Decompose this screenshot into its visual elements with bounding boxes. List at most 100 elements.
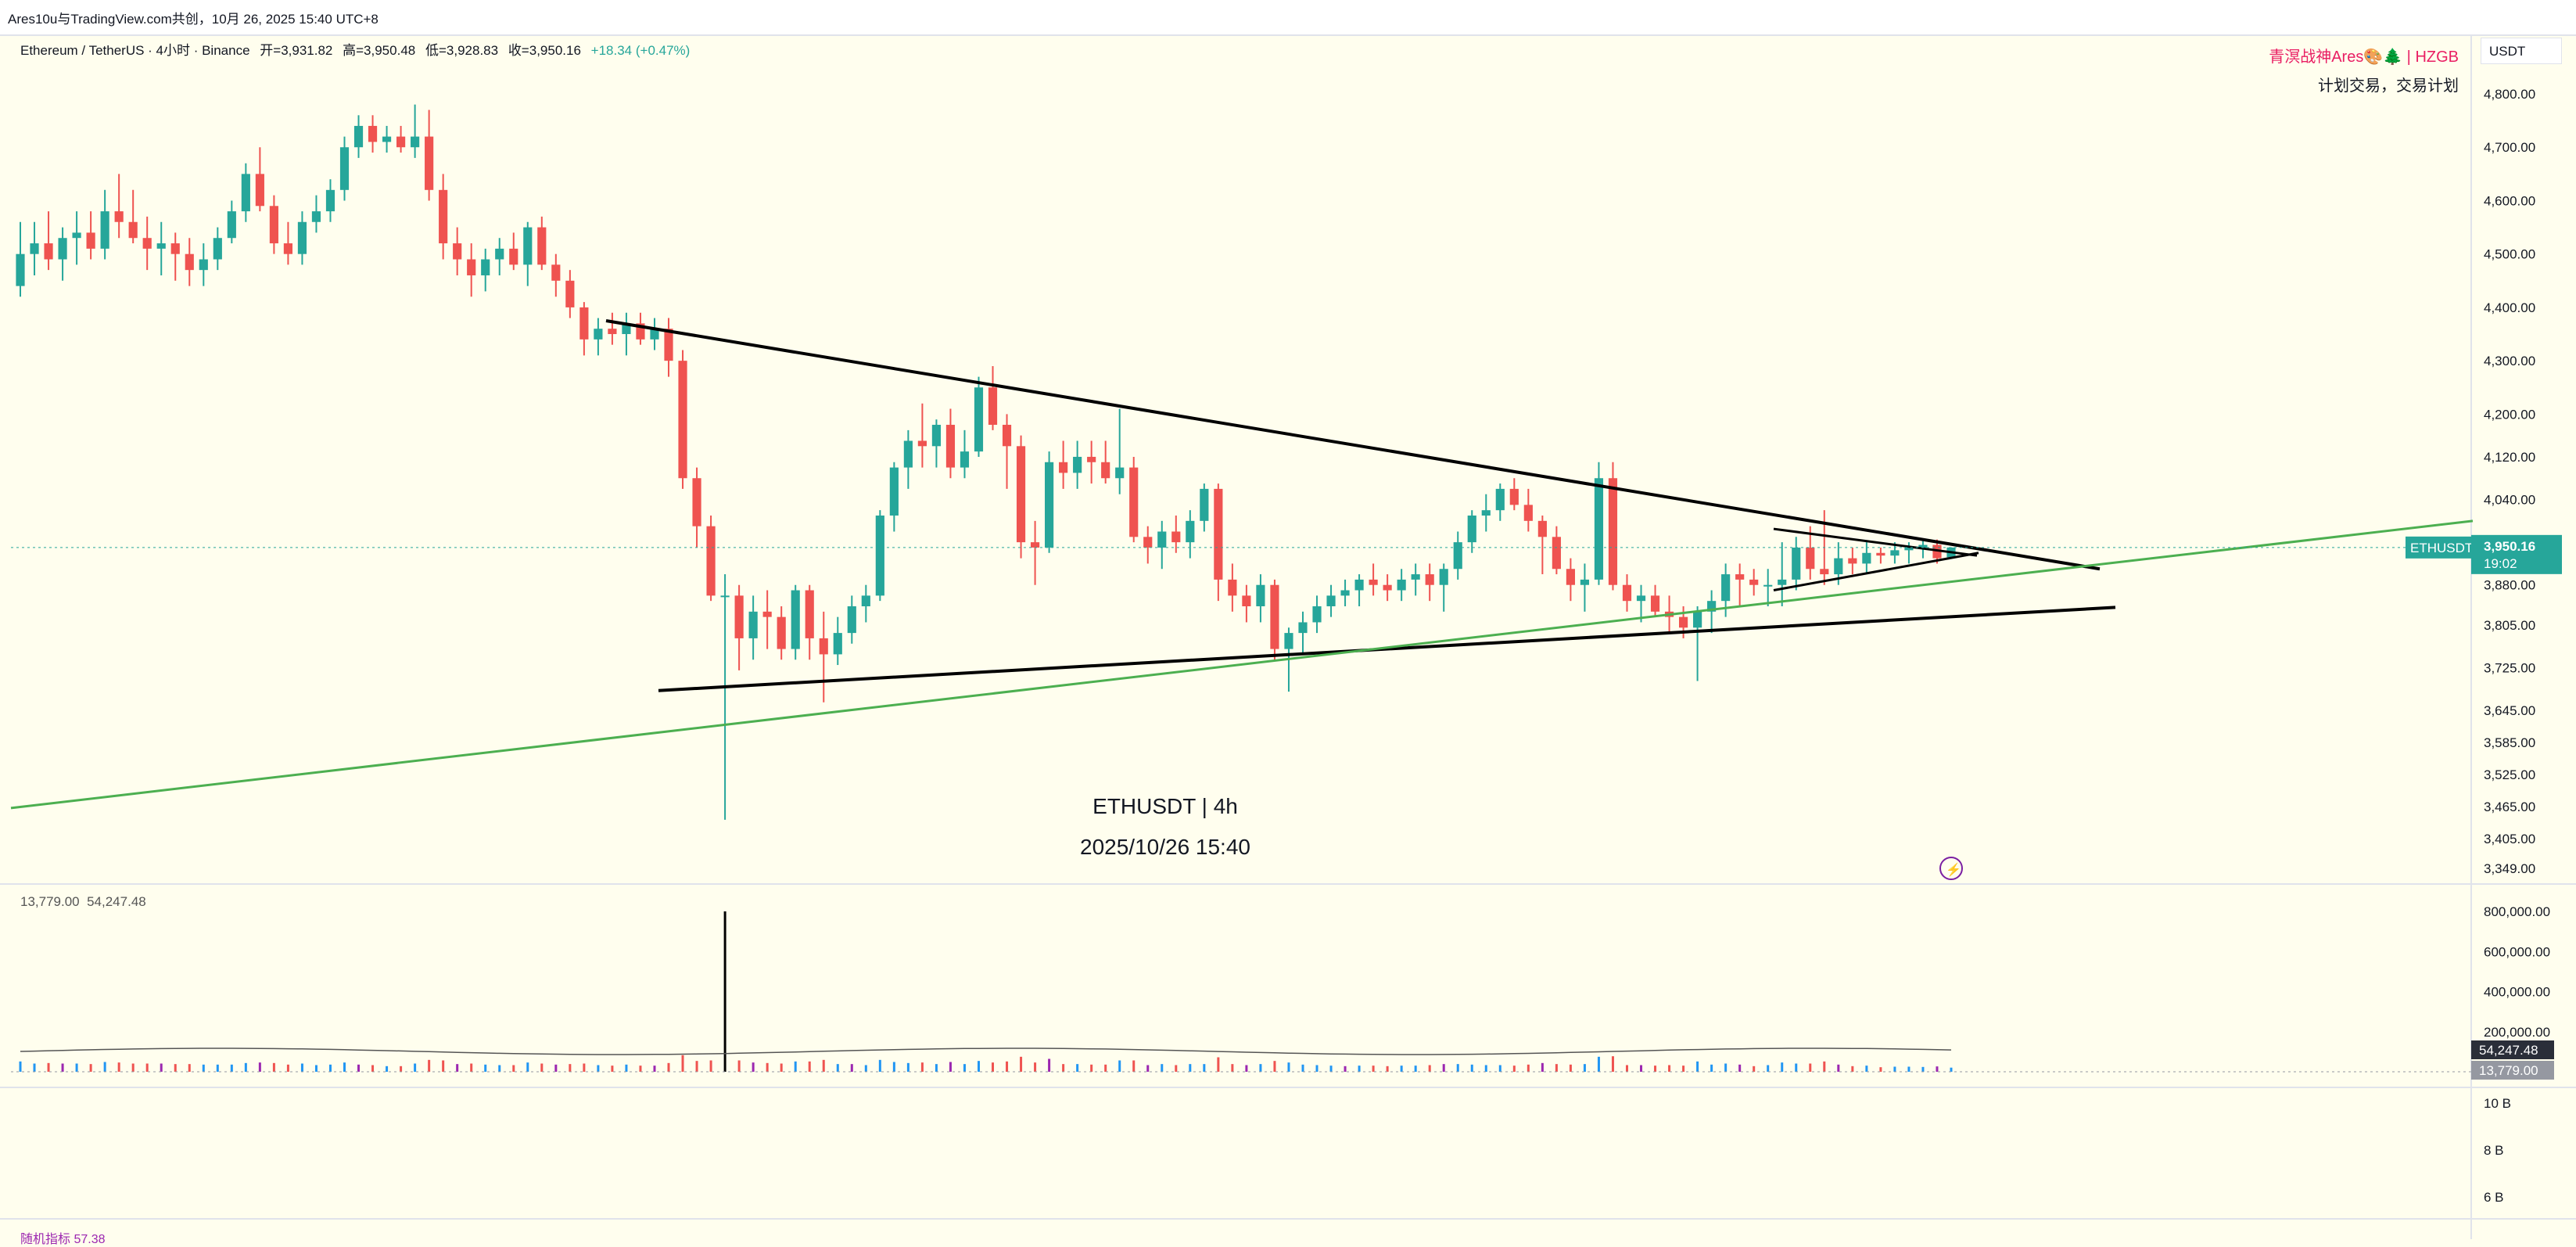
volume-tick-label: 800,000.00 bbox=[2484, 904, 2550, 919]
candle-body bbox=[425, 136, 434, 190]
candle-body bbox=[1495, 488, 1505, 511]
candle-body bbox=[1580, 579, 1590, 585]
candle-body bbox=[1453, 542, 1462, 570]
price-tick-label: 3,405.00 bbox=[2484, 832, 2535, 846]
price-tick-label: 4,800.00 bbox=[2484, 87, 2535, 102]
candle-body bbox=[156, 243, 166, 249]
candle-body bbox=[213, 238, 222, 260]
candle-body bbox=[353, 125, 364, 148]
price-tick-label: 4,500.00 bbox=[2484, 247, 2535, 262]
candle-body bbox=[1369, 579, 1378, 585]
candle-body bbox=[1354, 579, 1364, 591]
candle-body bbox=[1129, 467, 1139, 537]
last-price-tag bbox=[2471, 534, 2562, 574]
candle-body bbox=[283, 243, 293, 254]
lightning-icon bbox=[1939, 857, 1963, 880]
oscillator-tick-label: 10 B bbox=[2484, 1096, 2511, 1111]
author-badge: 青溟战神Ares🎨🌲 | HZGB 计划交易，交易计划 bbox=[2269, 44, 2459, 95]
candle-body bbox=[1383, 584, 1392, 591]
candle-body bbox=[58, 238, 67, 260]
candle-body bbox=[1636, 595, 1646, 602]
candle-body bbox=[1101, 462, 1110, 479]
volume-last-tag-label: 13,779.00 bbox=[2479, 1063, 2538, 1078]
candle-body bbox=[1650, 595, 1660, 612]
candle-body bbox=[269, 206, 278, 244]
candle-body bbox=[128, 221, 138, 239]
candle-body bbox=[1904, 547, 1914, 551]
candle-body bbox=[227, 211, 236, 239]
volume-ma-legend-value: 54,247.48 bbox=[87, 894, 146, 909]
candle-body bbox=[523, 227, 533, 265]
candle-body bbox=[1228, 579, 1237, 596]
candle-body bbox=[1918, 544, 1928, 548]
oscillator-legend: 随机指标 57.38 bbox=[20, 1233, 106, 1246]
lightning-icon-glyph: ⚡ bbox=[1946, 862, 1961, 877]
candle-body bbox=[382, 136, 392, 142]
candle-body bbox=[594, 329, 603, 340]
candle-body bbox=[650, 329, 659, 340]
candle-body bbox=[974, 387, 984, 452]
candle-body bbox=[339, 147, 350, 190]
candle-body bbox=[847, 606, 856, 634]
candle-body bbox=[565, 280, 575, 307]
price-tick-label: 4,700.00 bbox=[2484, 140, 2535, 155]
candle-body bbox=[495, 248, 504, 260]
candle-body bbox=[1326, 595, 1336, 606]
ascending-support-line bbox=[658, 606, 2116, 692]
candle-body bbox=[988, 387, 998, 426]
symbol-tag-label: ETHUSDT bbox=[2410, 541, 2473, 555]
candle-body bbox=[44, 243, 53, 260]
candle-body bbox=[1157, 531, 1167, 548]
candle-body bbox=[1030, 542, 1040, 548]
candle-body bbox=[833, 633, 842, 655]
candle-body bbox=[1312, 606, 1322, 623]
candle-body bbox=[945, 425, 956, 468]
candle-body bbox=[1749, 579, 1759, 585]
candle-body bbox=[805, 590, 814, 638]
volume-tick-label: 600,000.00 bbox=[2484, 944, 2550, 959]
volume-ma-line bbox=[20, 1048, 1952, 1055]
candle-body bbox=[142, 238, 152, 249]
currency-selector[interactable]: USDT bbox=[2481, 38, 2562, 64]
candle-body bbox=[917, 440, 927, 447]
candle-body bbox=[1778, 579, 1787, 585]
symbol-tag bbox=[2406, 536, 2471, 559]
candle-body bbox=[241, 174, 250, 212]
candle-body bbox=[1186, 520, 1195, 543]
legend-open: 开=3,931.82 bbox=[260, 43, 333, 58]
candle-body bbox=[664, 329, 673, 361]
price-tick-label: 3,880.00 bbox=[2484, 578, 2535, 593]
candle-body bbox=[1848, 558, 1857, 564]
volume-ma-tag-label: 54,247.48 bbox=[2479, 1043, 2538, 1058]
candle-body bbox=[481, 259, 490, 275]
candle-body bbox=[720, 595, 730, 598]
candle-body bbox=[777, 616, 786, 649]
author-name: 青溟战神Ares🎨🌲 | HZGB bbox=[2269, 49, 2459, 66]
green-uptrend-line bbox=[10, 519, 2474, 810]
volume-tick-label: 400,000.00 bbox=[2484, 985, 2550, 1000]
candle-body bbox=[1678, 616, 1688, 628]
legend-high: 高=3,950.48 bbox=[343, 43, 416, 58]
candle-body bbox=[255, 174, 264, 207]
candle-body bbox=[1862, 552, 1871, 564]
candle-body bbox=[692, 478, 701, 526]
candle-body bbox=[1552, 537, 1561, 570]
candle-body bbox=[1045, 462, 1054, 548]
candle-body bbox=[889, 467, 899, 516]
candle-body bbox=[114, 211, 124, 222]
price-tick-label: 3,585.00 bbox=[2484, 735, 2535, 750]
candle-body bbox=[311, 211, 321, 222]
candle-body bbox=[1214, 488, 1223, 580]
candle-body bbox=[931, 425, 942, 447]
symbol-name[interactable]: Ethereum / TetherUS · 4小时 · Binance bbox=[20, 43, 250, 58]
candle-body bbox=[1763, 584, 1773, 587]
candle-body bbox=[467, 259, 476, 275]
candle-body bbox=[1735, 574, 1745, 580]
chart-watermark: ETHUSDT | 4h 2025/10/26 15:40 bbox=[884, 794, 1447, 875]
oscillator-tick-label: 6 B bbox=[2484, 1190, 2504, 1205]
small-triangle-bottom-line bbox=[1773, 552, 1979, 592]
candle-body bbox=[748, 611, 758, 638]
candle-body bbox=[1622, 584, 1632, 602]
volume-legend: 13,779.00 54,247.48 bbox=[20, 894, 146, 910]
